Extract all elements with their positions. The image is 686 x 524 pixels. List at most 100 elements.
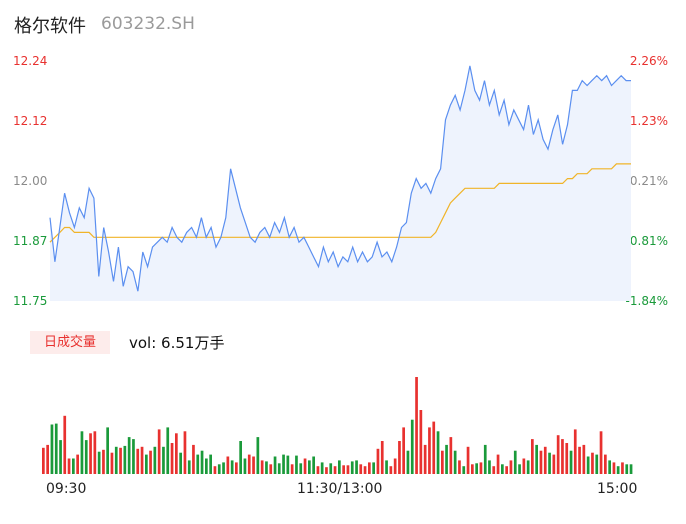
volume-bar [505,466,508,474]
volume-bar [200,450,204,474]
volume-bar [239,441,242,474]
volume-bar [402,427,405,474]
volume-bar [273,456,277,474]
volume-bar [501,464,504,474]
volume-bar [466,446,470,474]
average-price-line [49,163,631,243]
volume-bar [423,444,427,474]
volume-bar [526,460,530,474]
price-tick-2: 12.12 [13,114,48,128]
volume-bar [97,451,101,474]
volume-bar [363,466,367,474]
volume-bar [513,450,517,474]
volume-bar [325,467,328,474]
volume-bar [582,444,586,474]
volume-bar [132,439,135,474]
pct-tick-2: 1.23% [629,114,668,128]
volume-bar [410,419,414,474]
volume-bar [320,462,324,474]
volume-bar [102,449,105,475]
volume-bar [621,462,624,474]
volume-bar [458,460,461,474]
volume-bar [586,456,590,474]
volume-bar [308,460,311,474]
volume-bar [222,462,225,474]
volume-bar [192,444,195,474]
volume-bar [110,452,114,474]
volume-bar [136,448,140,474]
volume-bar [616,466,620,474]
volume-bar [445,444,448,474]
volume-bar [312,456,315,474]
volume-bar [531,439,534,474]
volume-bar [123,445,127,474]
price-tick-5: 11.75 [13,294,48,308]
volume-bar [269,464,273,474]
volume-bar [561,439,564,474]
volume-bar [106,427,109,474]
volume-bar [608,460,611,474]
volume-bar [552,454,556,474]
volume-bar [338,460,341,474]
volume-bar [282,454,285,474]
volume-bar [376,448,380,474]
volume-bar [170,443,174,474]
volume-bar [449,437,453,474]
volume-bar [89,433,92,474]
volume-bar [114,446,118,474]
volume-bar [252,456,255,474]
volume-bar [217,464,221,474]
volume-bar [578,446,581,474]
volume-bar [235,462,238,474]
volume-bar [286,455,290,474]
volume-bar [492,466,496,474]
volume-bar [205,458,208,474]
volume-bar [127,437,131,474]
volume-bar [243,458,247,474]
volume-bar [496,454,500,474]
volume-bar [153,446,157,474]
volume-bar [299,463,303,474]
volume-bar [419,410,423,474]
volume-bar [316,466,320,474]
pct-tick-3: 0.21% [629,174,668,188]
volume-bar [179,452,182,474]
volume-bar [518,464,521,474]
volume-bar [226,456,230,474]
price-area [50,65,631,302]
volume-bar [543,446,547,474]
price-tick-3: 12.00 [13,174,48,188]
volume-bar [595,454,599,474]
volume-bar [406,450,410,474]
time-tick-midday: 11:30/13:00 [297,481,383,497]
volume-bar [59,440,62,474]
volume-bar [398,441,401,474]
volume-bar [54,423,58,474]
volume-bar [277,463,281,474]
price-tick-4: 11.87 [13,234,48,248]
volume-bar [509,460,513,474]
volume-bar [565,443,569,474]
volume-bar [432,421,436,474]
volume-bar [342,465,345,474]
volume-bar [346,465,350,474]
volume-bar [436,431,440,474]
volume-bar [355,460,358,474]
volume-bar [471,464,474,474]
volume-bar [295,455,298,474]
volume-bar [333,466,337,474]
volume-bar [428,427,431,474]
volume-bar [303,458,307,474]
volume-bar [380,441,384,474]
volume-bar [247,454,251,474]
volume-badge[interactable]: 日成交量 [30,331,110,354]
volume-bar [213,466,217,474]
volume-bar [265,461,268,474]
volume-bar [591,452,594,474]
volume-bar [556,435,560,474]
time-tick-open: 09:30 [46,481,87,497]
volume-bar [187,460,191,474]
price-line [49,65,631,292]
time-tick-close: 15:00 [597,481,638,497]
